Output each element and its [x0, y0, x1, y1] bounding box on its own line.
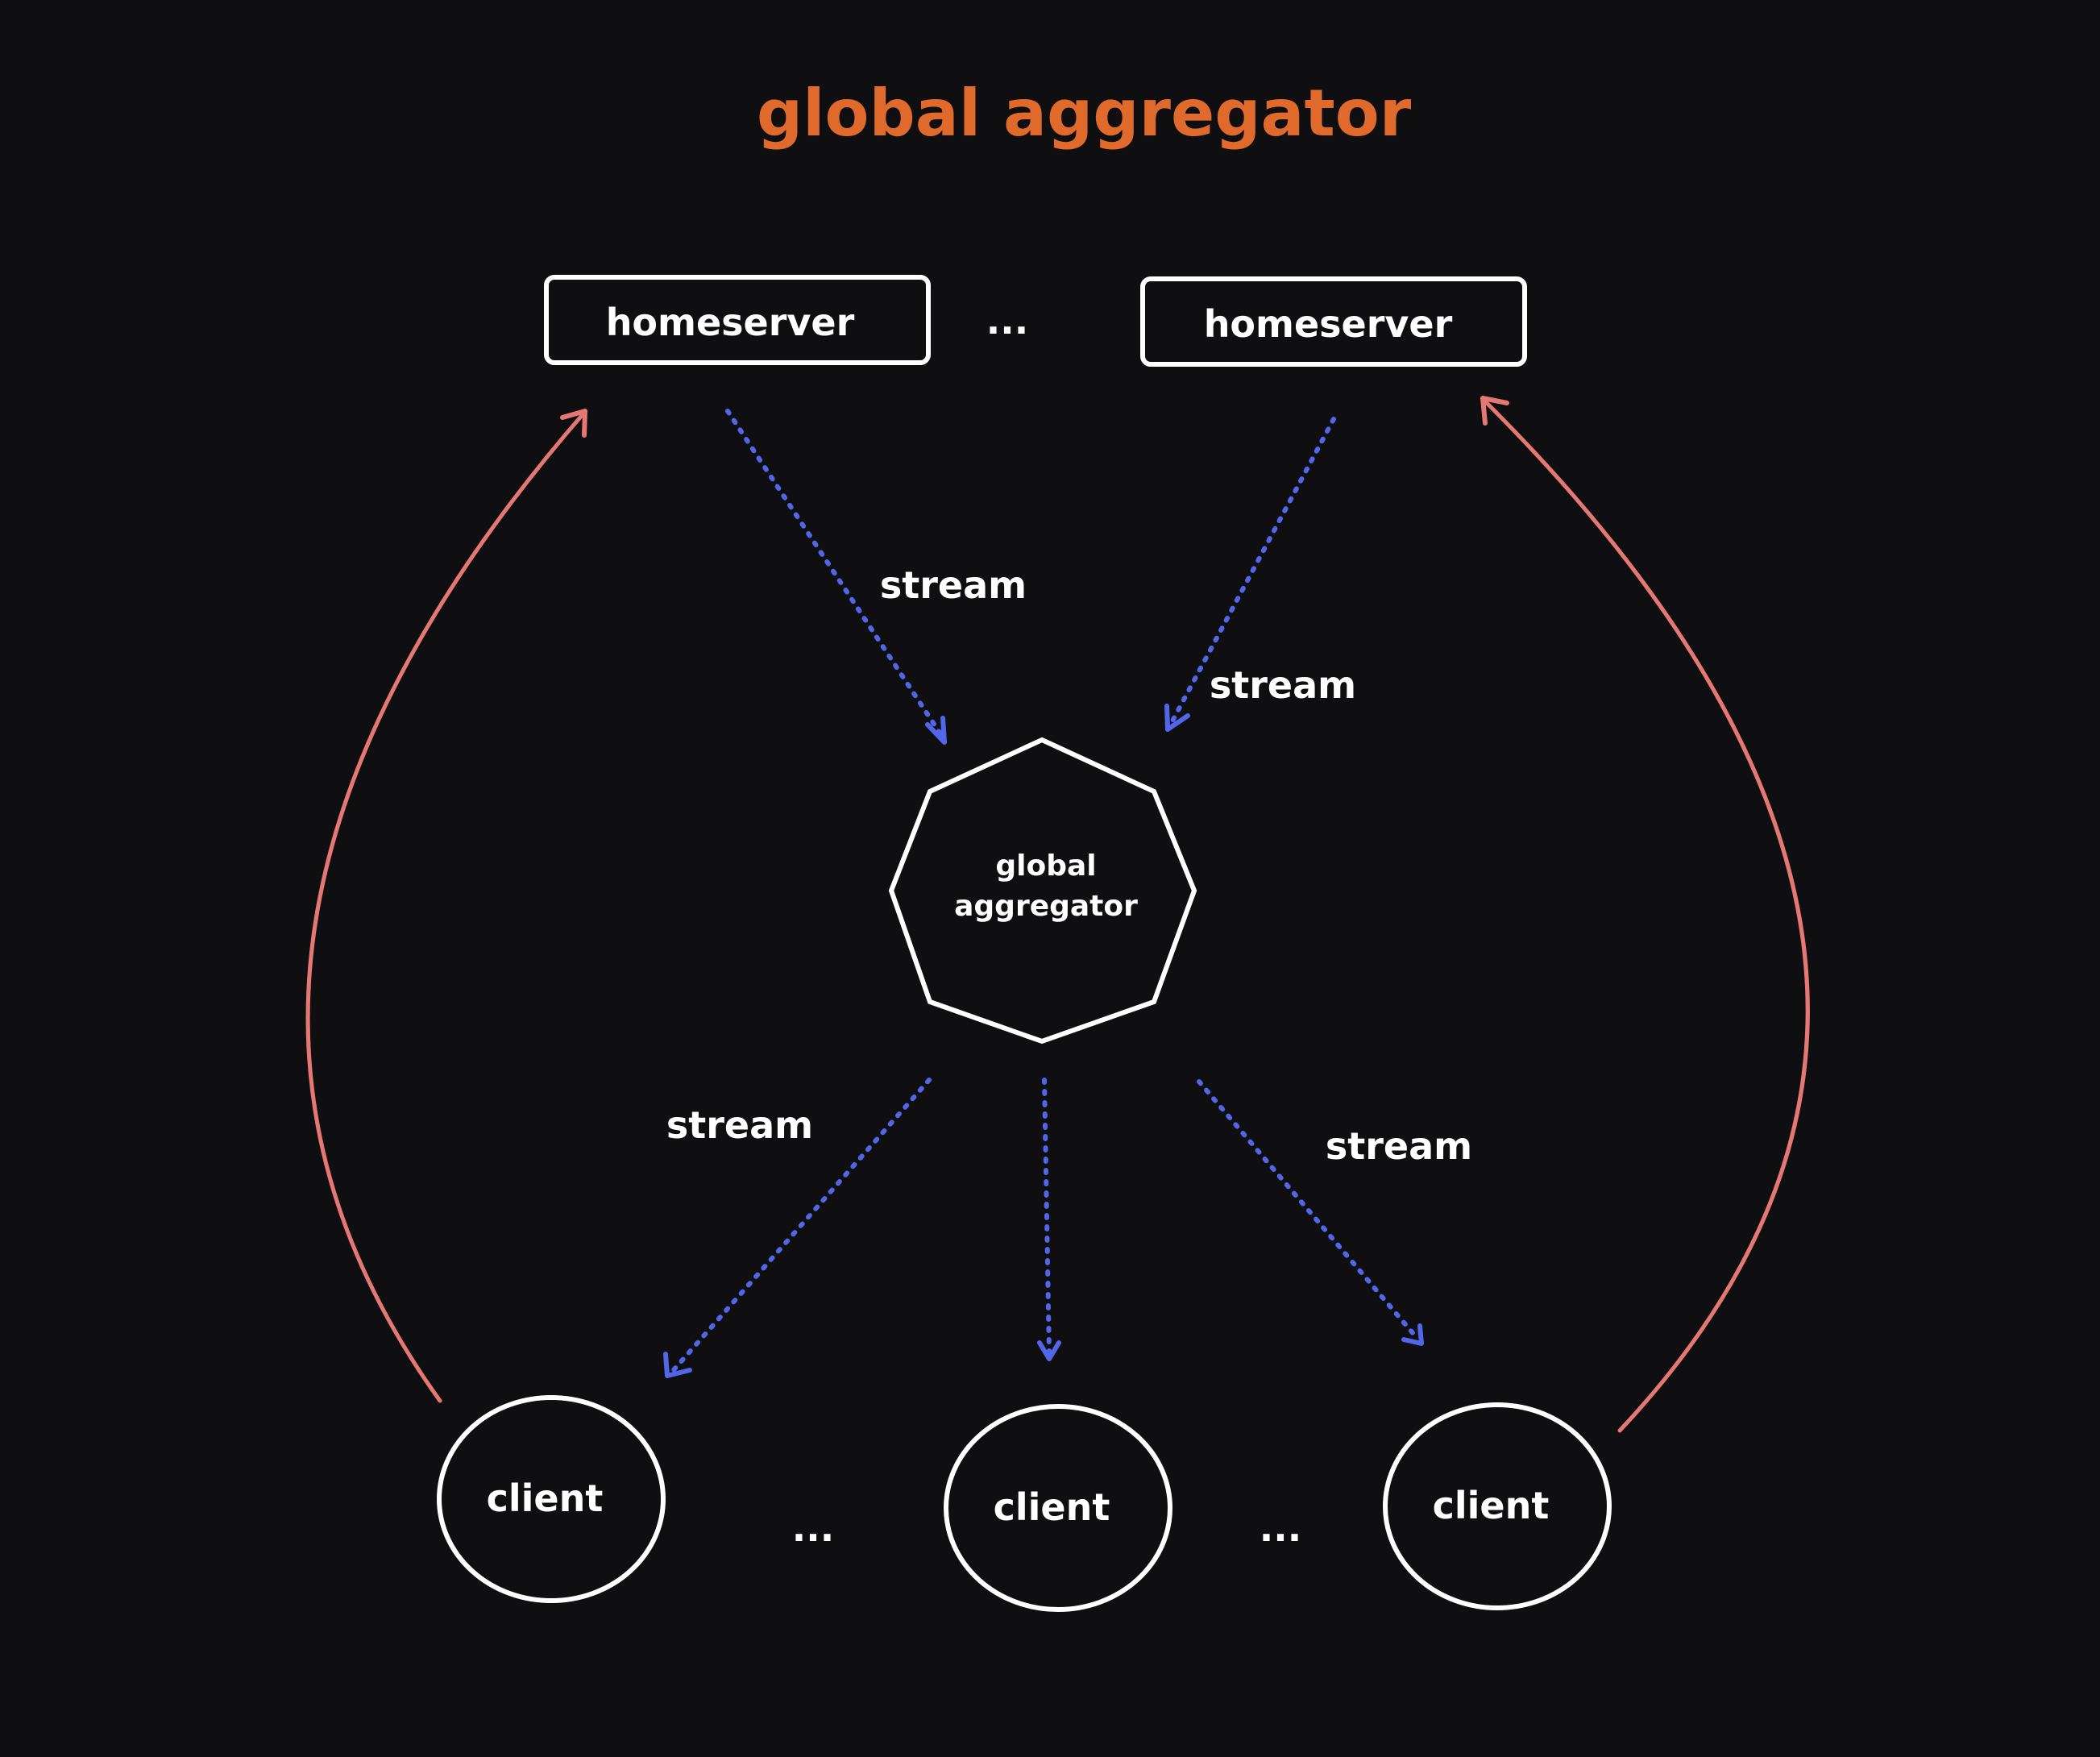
- stream-label-client-left: stream: [666, 1103, 813, 1147]
- client-label-right: client: [1433, 1484, 1550, 1527]
- stream-arrow-client-left: [663, 1078, 932, 1378]
- client-ellipse-middle: [944, 1404, 1172, 1612]
- client-ellipse-left: [437, 1395, 666, 1603]
- client-node-middle: client: [944, 1404, 1172, 1612]
- aggregator-node: global aggregator: [888, 737, 1197, 1045]
- homeserver-box-left: [544, 275, 931, 365]
- aggregator-heptagon-icon: [888, 737, 1197, 1045]
- return-arrow-right: [1480, 396, 1810, 1433]
- return-arrow-left: [305, 409, 587, 1403]
- stream-arrow-hs-left: [725, 409, 947, 745]
- return-arrowhead-right-icon: [1480, 396, 1509, 426]
- homeserver-node-left: homeserver: [544, 275, 931, 365]
- client-node-left: client: [437, 1395, 666, 1603]
- client-ellipsis-right: ...: [1260, 1506, 1301, 1550]
- return-arrowhead-left-icon: [560, 409, 587, 438]
- client-node-right: client: [1383, 1402, 1612, 1610]
- diagram-title: global aggregator: [757, 76, 1412, 151]
- return-line-left: [305, 410, 587, 1403]
- stream-label-hs-left: stream: [880, 563, 1027, 607]
- client-ellipse-right: [1383, 1402, 1612, 1610]
- stream-arrowhead-icon: [1164, 704, 1190, 732]
- stream-arrowhead-icon: [925, 716, 947, 745]
- client-label-left: client: [487, 1477, 604, 1520]
- stream-arrowhead-icon: [663, 1352, 692, 1378]
- stream-arrowhead-icon: [1401, 1323, 1424, 1346]
- return-line-right: [1480, 397, 1810, 1433]
- stream-arrowhead-icon: [1037, 1340, 1061, 1361]
- homeserver-ellipsis: ...: [986, 299, 1028, 343]
- aggregator-label-line2: aggregator: [954, 890, 1138, 923]
- client-ellipsis-left: ...: [792, 1506, 834, 1550]
- stream-label-client-right: stream: [1326, 1124, 1472, 1168]
- homeserver-label-right: homeserver: [1204, 302, 1453, 346]
- client-label-middle: client: [994, 1485, 1110, 1529]
- homeserver-box-right: [1140, 276, 1527, 367]
- stream-arrow-hs-right: [1164, 417, 1336, 732]
- stream-arrow-client-middle: [1037, 1078, 1061, 1361]
- homeserver-node-right: homeserver: [1140, 276, 1527, 367]
- aggregator-label-line1: global: [995, 849, 1096, 883]
- stream-label-hs-right: stream: [1210, 663, 1356, 707]
- stream-arrow-client-right: [1197, 1079, 1424, 1346]
- homeserver-label-left: homeserver: [606, 301, 855, 344]
